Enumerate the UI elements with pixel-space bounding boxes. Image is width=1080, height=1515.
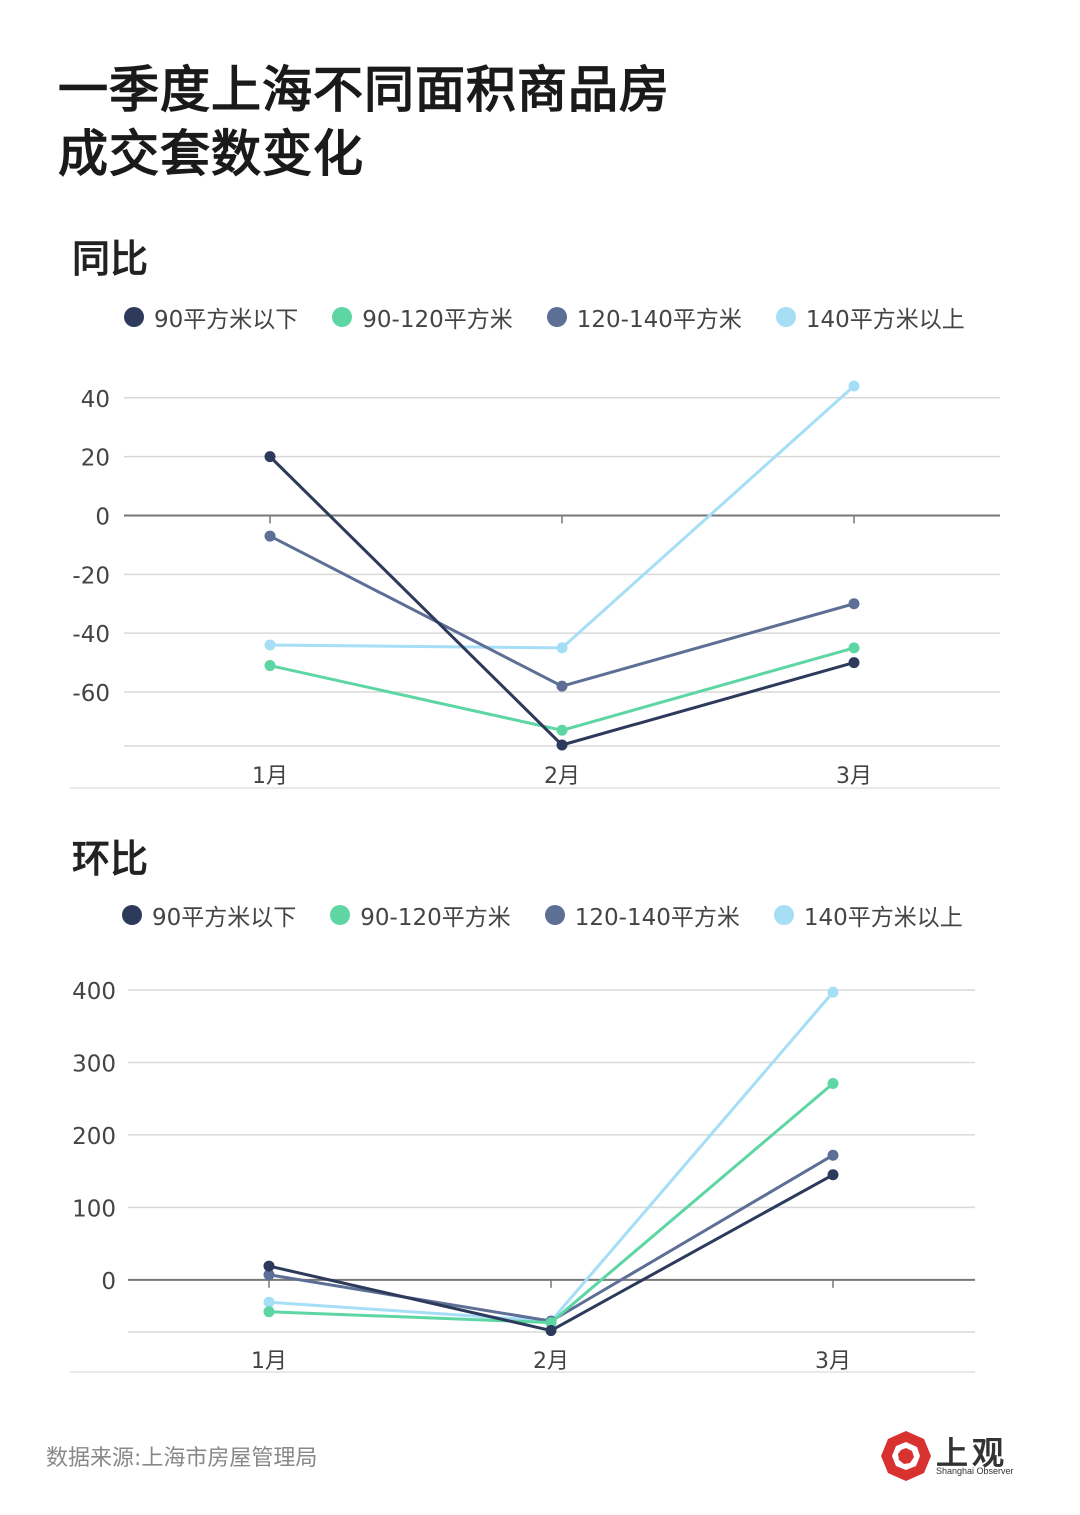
logo: 上观 Shanghai Observer [880, 1430, 1020, 1482]
y-tick-label: 100 [72, 1196, 116, 1222]
legend-item: 90-120平方米 [332, 300, 513, 334]
shanghai-observer-logo-icon [881, 1431, 931, 1481]
legend-label: 90平方米以下 [152, 905, 297, 931]
chart-2-title: 环比 [72, 837, 149, 881]
chart-1-legend: 90平方米以下 90-120平方米 120-140平方米 140平方米以上 [124, 300, 999, 334]
y-tick-label: 0 [101, 1269, 116, 1295]
logo-text-cn: 上观 [936, 1434, 1009, 1472]
data-point [848, 598, 860, 610]
y-tick-label: 300 [72, 1051, 116, 1077]
x-tick-label: 1月 [252, 764, 288, 789]
y-tick-label: 400 [72, 979, 116, 1005]
data-point [264, 639, 276, 651]
legend-label: 90-120平方米 [360, 905, 511, 931]
data-point [556, 680, 568, 692]
legend-label: 90平方米以下 [154, 307, 299, 333]
legend-dot [330, 905, 351, 925]
x-tick-label: 2月 [544, 764, 580, 789]
legend-dot [122, 905, 142, 925]
x-tick-label: 2月 [533, 1349, 569, 1374]
data-point [264, 530, 276, 542]
data-point [263, 1306, 275, 1318]
legend-dot [332, 307, 353, 327]
data-point [545, 1317, 557, 1329]
legend-item: 90-120平方米 [330, 898, 511, 932]
x-tick-label: 3月 [836, 764, 872, 789]
data-point [556, 739, 568, 751]
data-point [827, 1077, 839, 1089]
data-point [848, 642, 860, 654]
legend-dot [773, 905, 794, 925]
legend-item: 90平方米以下 [124, 300, 298, 334]
legend-item: 120-140平方米 [546, 300, 742, 334]
x-tick-label: 3月 [815, 1349, 851, 1374]
logo-text-en: Shanghai Observer [936, 1466, 1014, 1476]
data-point [556, 642, 568, 654]
y-tick-label: 0 [95, 504, 110, 530]
y-tick-label: -20 [72, 563, 110, 589]
data-point [263, 1269, 275, 1281]
legend-label: 140平方米以上 [803, 905, 963, 931]
data-point [848, 657, 860, 669]
legend-label: 140平方米以上 [805, 307, 965, 333]
series-line [268, 1153, 834, 1323]
legend-dot [124, 307, 144, 327]
y-tick-label: 20 [81, 446, 110, 472]
main-title: 一季度上海不同面积商品房 成交套数变化 [58, 58, 670, 186]
y-tick-label: 200 [72, 1124, 116, 1150]
main-title-line-2: 成交套数变化 [58, 125, 364, 183]
y-tick-label: -60 [72, 681, 110, 707]
y-tick-label: 40 [81, 387, 110, 413]
data-point [827, 986, 839, 998]
chart-2-legend: 90平方米以下 90-120平方米 120-140平方米 140平方米以上 [122, 898, 997, 932]
data-point [263, 1260, 275, 1272]
x-tick-label: 1月 [251, 1349, 287, 1374]
legend-label: 90-120平方米 [362, 307, 513, 333]
legend-dot [544, 905, 565, 925]
legend-dot [775, 307, 796, 327]
source-note: 数据来源:上海市房屋管理局 [46, 1446, 318, 1471]
data-point [264, 451, 276, 463]
data-point [264, 660, 276, 672]
data-point [556, 724, 568, 736]
chart-mom: 400 300 200 100 0 1月 2月 3月 [70, 979, 975, 1374]
legend-item: 120-140平方米 [544, 898, 740, 932]
data-point [545, 1325, 557, 1337]
legend-item: 140平方米以上 [775, 300, 965, 334]
main-title-line-1: 一季度上海不同面积商品房 [58, 61, 670, 119]
y-tick-label: -40 [72, 622, 110, 648]
chart-yoy: 40 20 0 -20 -40 -60 1月 2月 3月 [70, 380, 1000, 789]
legend-dot [546, 307, 567, 327]
legend-item: 140平方米以上 [773, 898, 963, 932]
data-point [827, 1149, 839, 1161]
data-point [263, 1296, 275, 1308]
legend-label: 120-140平方米 [574, 905, 740, 931]
data-point [827, 1169, 839, 1181]
chart-1-title: 同比 [72, 237, 149, 281]
data-point [848, 380, 860, 392]
legend-label: 120-140平方米 [576, 307, 742, 333]
legend-item: 90平方米以下 [122, 898, 296, 932]
